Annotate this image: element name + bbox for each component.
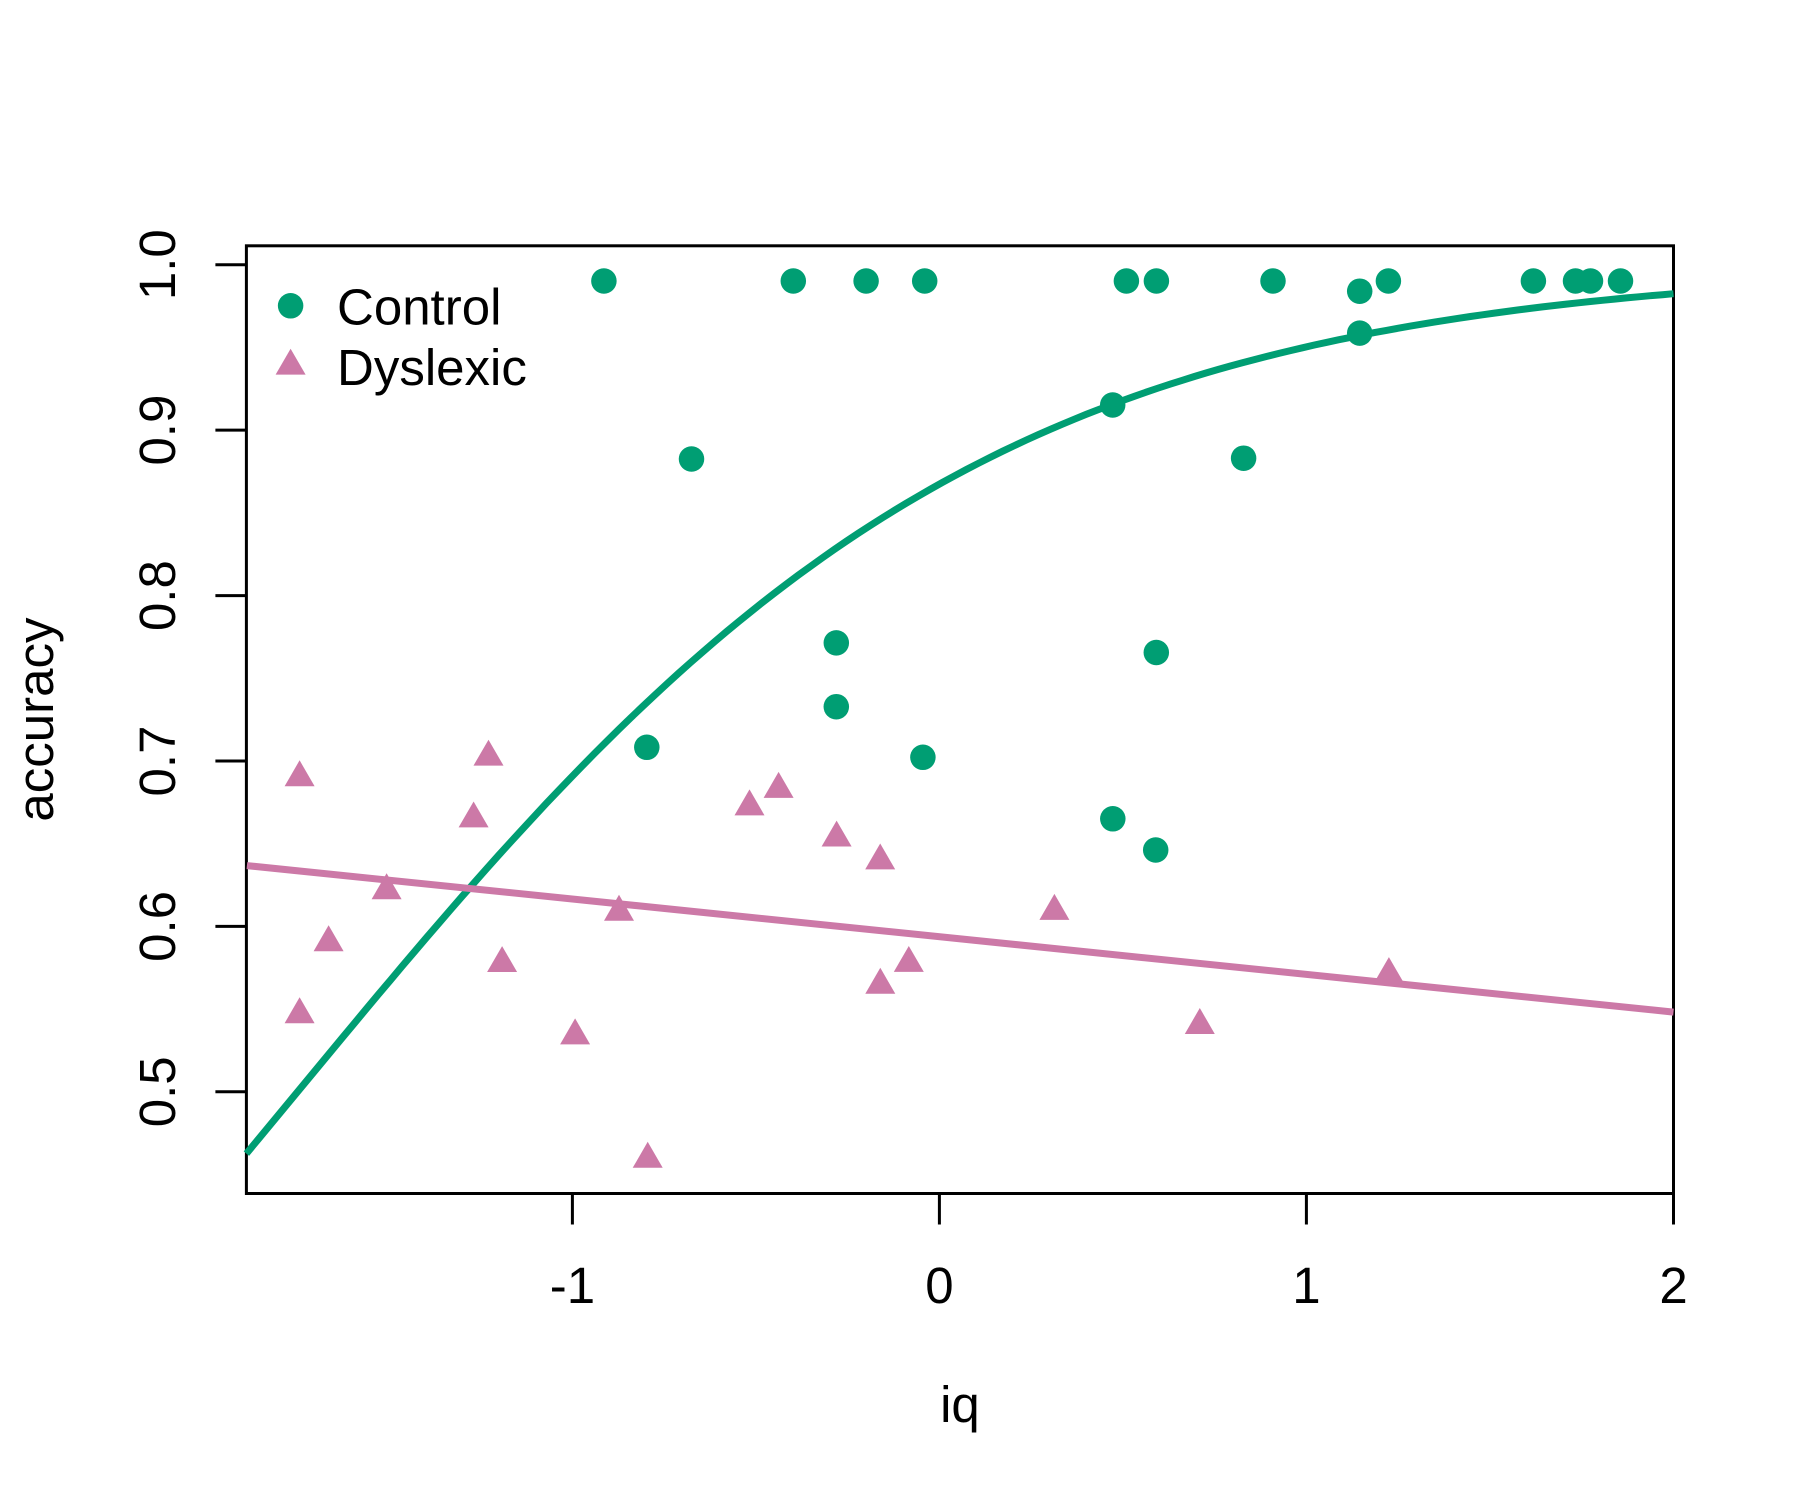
- svg-text:1.0: 1.0: [129, 229, 186, 300]
- svg-text:Control: Control: [337, 279, 501, 336]
- svg-text:iq: iq: [940, 1376, 980, 1433]
- svg-text:accuracy: accuracy: [7, 617, 64, 822]
- svg-text:0.9: 0.9: [129, 395, 186, 466]
- svg-text:Dyslexic: Dyslexic: [337, 339, 527, 396]
- svg-text:2: 2: [1659, 1257, 1687, 1314]
- svg-text:0.5: 0.5: [129, 1056, 186, 1127]
- svg-text:-1: -1: [550, 1257, 595, 1314]
- svg-text:0: 0: [925, 1257, 953, 1314]
- svg-text:0.6: 0.6: [129, 891, 186, 962]
- svg-text:0.8: 0.8: [129, 560, 186, 631]
- svg-text:1: 1: [1292, 1257, 1320, 1314]
- svg-text:0.7: 0.7: [129, 726, 186, 797]
